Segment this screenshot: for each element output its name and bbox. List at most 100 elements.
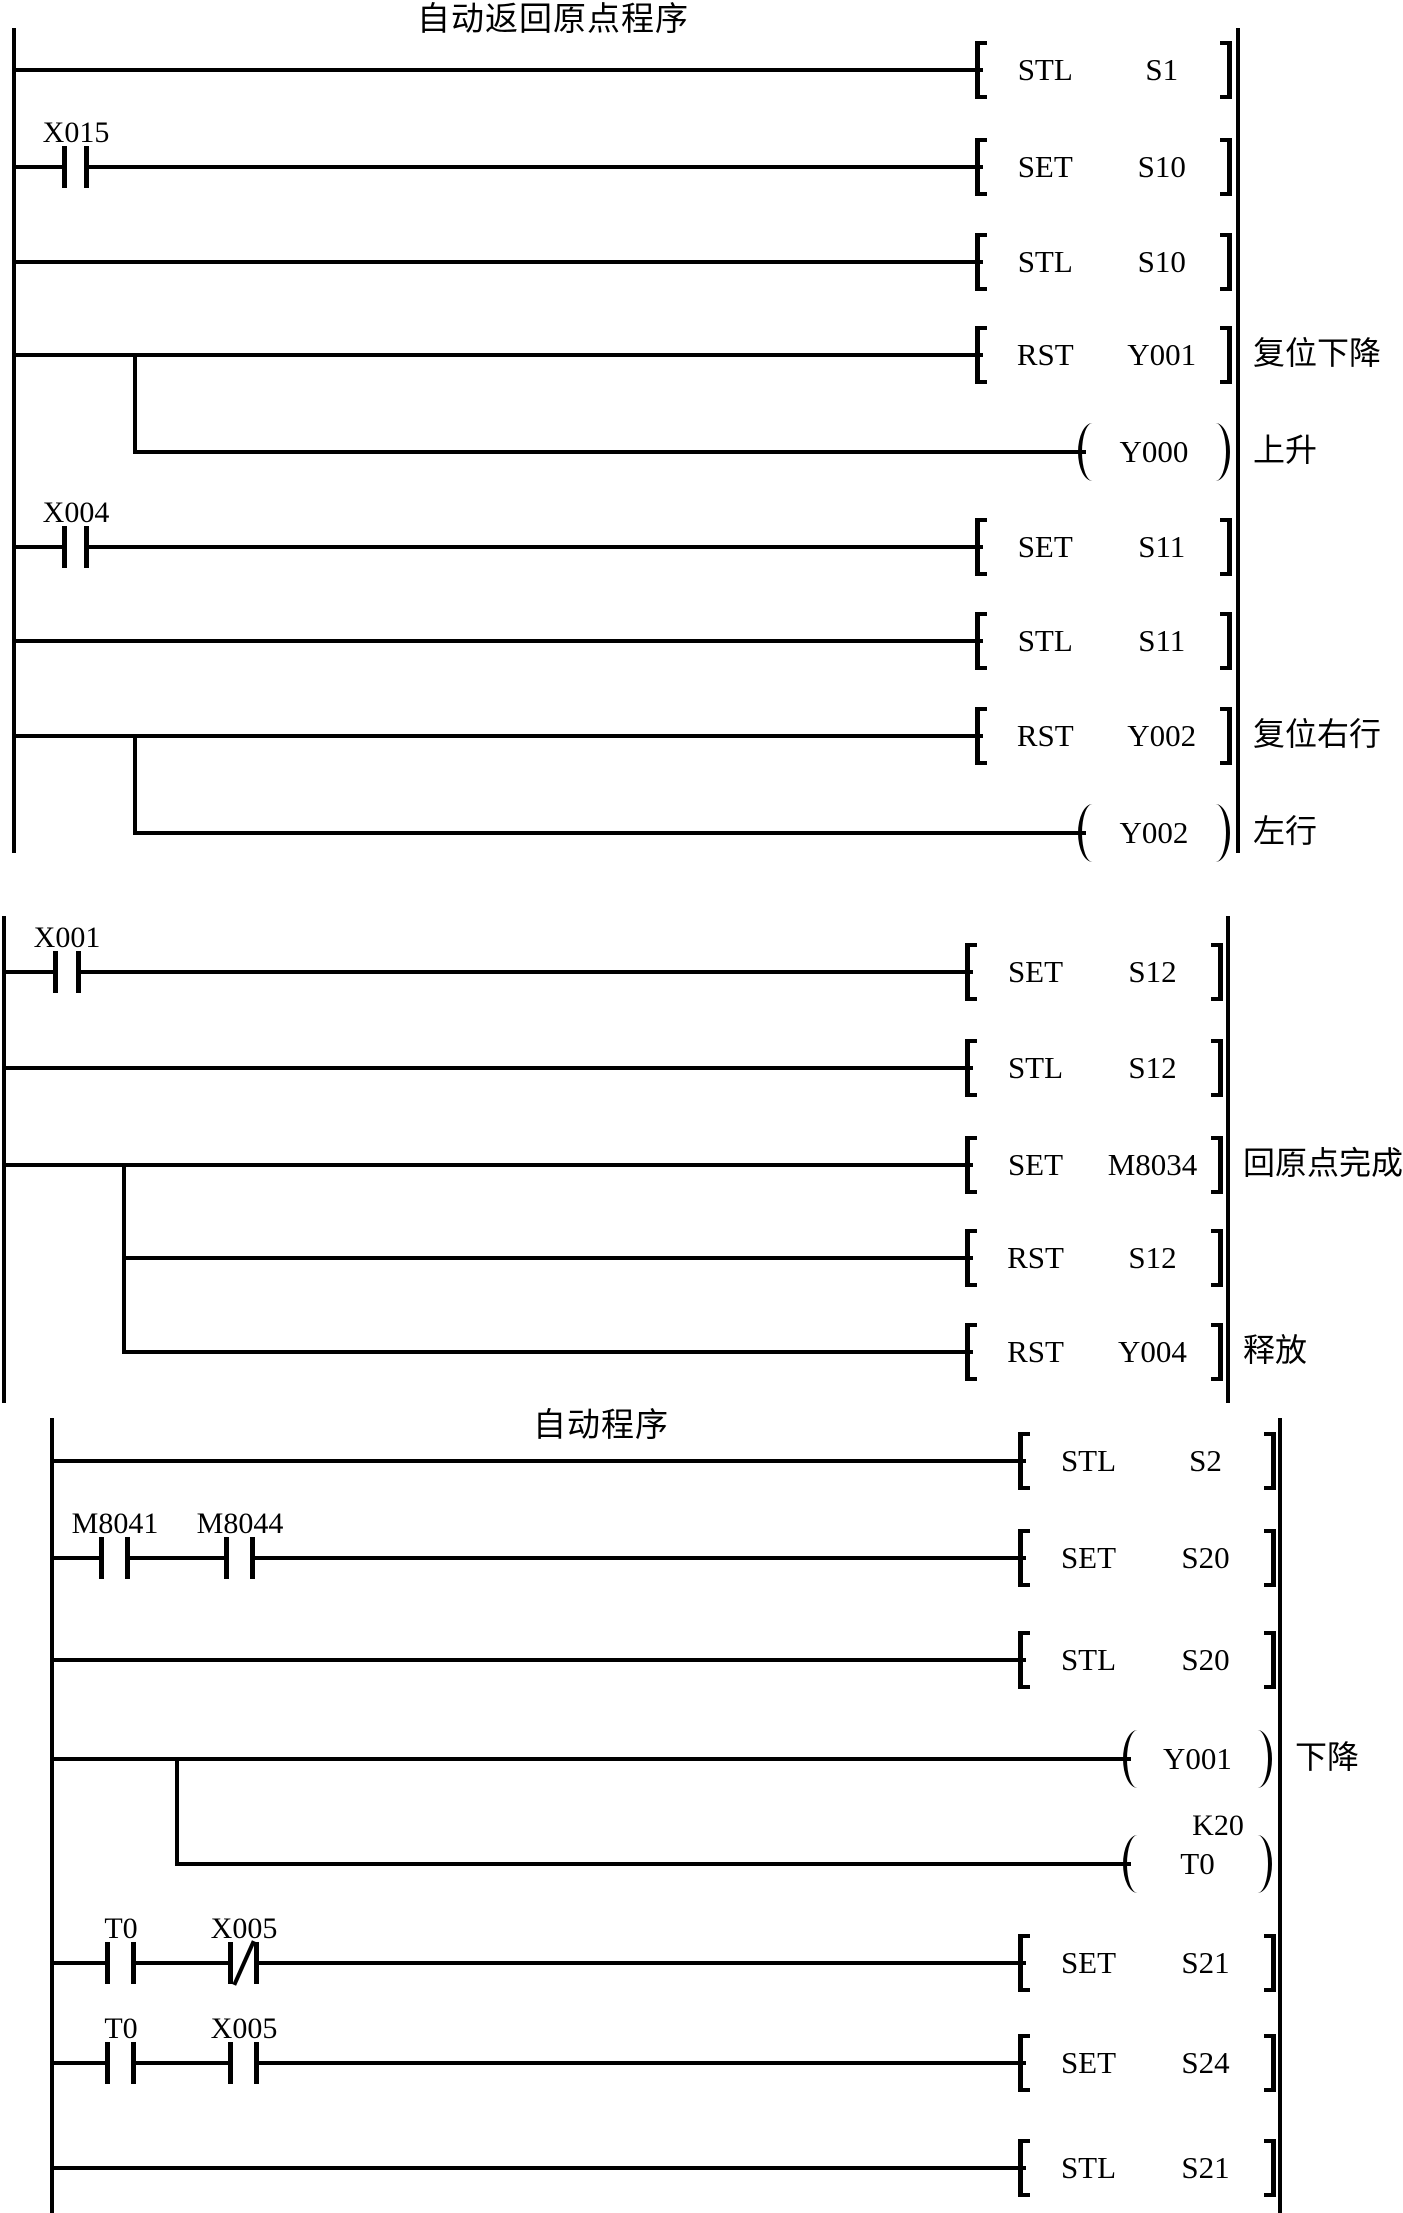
right-bracket-icon [1220,518,1232,576]
instruction-operand: S12 [1128,1050,1177,1085]
left-bracket-icon [975,612,987,670]
contact-bar [62,146,67,188]
left-bracket-icon [1018,2034,1030,2092]
rung-line [125,1556,229,1560]
right-bracket-icon [1220,233,1232,291]
left-paren-icon [1123,1835,1139,1893]
left-bracket-icon [965,1229,977,1287]
left-power-rail [50,1418,54,2213]
left-bracket-icon [1018,1529,1030,1587]
rung-line [2,1163,973,1167]
contact-bar [76,951,81,993]
rung-line [50,1556,104,1560]
left-bracket-icon [975,518,987,576]
instruction-operand: S11 [1138,529,1186,564]
rung-line [2,970,58,974]
instruction-operand: S12 [1128,1240,1177,1275]
rung-line [177,1862,1131,1866]
rung-line [12,68,983,72]
instruction-operand: S10 [1137,149,1186,184]
rung-line [131,1961,233,1965]
right-bracket-icon [1264,1934,1276,1992]
instruction-box: SET S12 [965,943,1223,1001]
instruction-opcode: STL [1060,2150,1117,2185]
right-paren-icon [1256,1730,1272,1788]
instruction-box: SET S20 [1018,1529,1276,1587]
instruction-opcode: RST [1007,1240,1064,1275]
branch-line [175,1757,179,1866]
rung-line [250,1556,1026,1560]
instruction-opcode: SET [1017,149,1073,184]
contact-label: X001 [33,921,101,954]
contact-bar [131,1942,136,1984]
nc-contact-slash-icon [232,1940,256,1986]
instruction-operand: S1 [1145,52,1179,87]
contact-label: X005 [210,2012,278,2045]
right-bracket-icon [1211,1039,1223,1097]
instruction-opcode: STL [1017,623,1073,658]
left-bracket-icon [975,233,987,291]
coil-operand: Y001 [1163,1741,1232,1776]
rung-line [124,1350,973,1354]
contact-bar [53,951,58,993]
rung-line [254,1961,1026,1965]
output-coil: Y001 [1123,1730,1272,1788]
contact-bar [131,2042,136,2084]
instruction-box: RST Y002 [975,707,1232,765]
instruction-box: STL S10 [975,233,1232,291]
left-power-rail [2,916,6,1403]
right-bracket-icon [1264,1631,1276,1689]
timer-constant-label: K20 [1192,1809,1244,1842]
rung-line [124,1256,973,1260]
rung-line [84,165,983,169]
instruction-operand: Y001 [1127,337,1197,372]
instruction-opcode: RST [1016,718,1074,753]
section-title: 自动返回原点程序 [417,2,689,38]
rung-line [12,734,983,738]
right-paren-icon [1256,1835,1272,1893]
instruction-operand: Y002 [1127,718,1197,753]
left-paren-icon [1123,1730,1139,1788]
contact-label: M8044 [196,1507,284,1540]
left-paren-icon [1078,423,1094,481]
contact-bar [105,1942,110,1984]
contact-bar [125,1537,130,1579]
instruction-box: SET S24 [1018,2034,1276,2092]
instruction-operand: Y004 [1118,1334,1187,1369]
left-bracket-icon [1018,2139,1030,2197]
contact-bar [228,1942,233,1984]
rung-comment: 下降 [1295,1739,1360,1775]
instruction-box: SET S11 [975,518,1232,576]
left-bracket-icon [1018,1432,1030,1490]
branch-line [133,734,137,835]
instruction-box: STL S12 [965,1039,1223,1097]
rung-comment: 复位右行 [1253,716,1382,752]
contact-bar [224,1537,229,1579]
instruction-opcode: SET [1060,1540,1117,1575]
coil-operand: Y002 [1119,815,1189,850]
instruction-opcode: SET [1060,2045,1117,2080]
instruction-operand: M8034 [1107,1147,1198,1182]
rung-line [84,545,983,549]
rung-line [12,353,983,357]
output-coil: Y002 [1078,804,1230,862]
instruction-opcode: SET [1060,1945,1117,1980]
right-power-rail [1278,1418,1282,2213]
left-bracket-icon [975,41,987,99]
right-bracket-icon [1220,612,1232,670]
rung-line [135,831,1086,835]
right-bracket-icon [1220,41,1232,99]
contact-label: M8041 [71,1507,159,1540]
rung-comment: 上升 [1253,432,1318,468]
right-bracket-icon [1220,138,1232,196]
right-bracket-icon [1220,326,1232,384]
rung-line [135,450,1086,454]
rung-line [254,2061,1026,2065]
output-coil: T0 [1123,1835,1272,1893]
left-bracket-icon [975,326,987,384]
instruction-box: STL S11 [975,612,1232,670]
right-bracket-icon [1264,2034,1276,2092]
instruction-box: RST S12 [965,1229,1223,1287]
instruction-opcode: SET [1007,954,1064,989]
